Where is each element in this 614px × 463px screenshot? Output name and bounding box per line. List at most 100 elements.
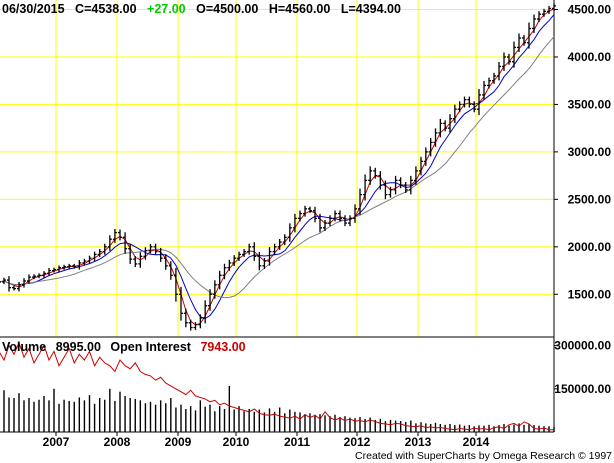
x-tick-label: 2010 [223,435,250,449]
price-tick-label: 1500.00 [568,287,612,301]
price-bar [487,77,491,89]
price-bar [67,263,72,269]
price-bar [17,281,21,292]
price-bar [323,219,327,231]
price-bar [128,243,133,264]
price-bar [502,52,506,71]
price-bars [0,3,556,331]
price-bar [419,156,423,176]
price-bar [333,210,337,222]
price-bar [82,258,87,266]
price-tick-label: 2500.00 [568,192,612,206]
price-bar [497,61,501,81]
price-bar [383,180,388,200]
credit-text: Created with SuperCharts by Omega Resear… [355,450,612,462]
price-bar [107,235,112,251]
price-bar [467,96,472,108]
volume-header: Volume 8995.00 Open Interest 7943.00 [2,340,246,354]
price-bar [32,274,36,280]
price-bar [388,186,393,198]
price-bar [148,244,153,254]
price-bar [482,80,486,100]
price-bar [198,314,203,329]
price-tick-label: 3500.00 [568,97,612,111]
price-bar [517,33,521,52]
header-open: O=4500.00 [196,2,258,16]
price-bar [413,166,418,185]
price-bar [522,34,526,46]
price-bar [477,88,481,116]
price-tick-label: 4000.00 [568,50,612,64]
price-bar [378,171,383,190]
price-bar [12,285,16,291]
price-bar [408,175,413,195]
price-bar [203,300,208,324]
volume-label: Volume [2,340,46,354]
ma-mid-line [0,14,555,320]
header-low: L=4394.00 [341,2,401,16]
price-bar [547,5,551,14]
price-bar [252,242,257,261]
price-bar [179,286,183,321]
volume-value: 8995.00 [56,340,101,354]
price-bar [173,267,178,302]
price-bar [208,289,212,311]
price-bar [313,206,317,223]
price-bar [72,263,77,269]
price-bar [123,232,128,254]
price-bar [77,260,82,270]
price-bar [277,238,282,250]
price-bar [403,182,408,193]
price-bar [62,264,67,270]
price-bar [212,280,217,299]
price-bar [92,251,97,262]
price-bar [153,243,158,255]
price-bar [158,247,163,262]
price-bar [232,255,237,267]
price-bar [168,261,173,280]
price-bar [398,177,403,189]
price-bar [368,166,373,185]
price-bar [532,14,536,33]
price-bar [338,210,342,222]
price-bar [308,206,312,213]
header-change: +27.00 [147,2,186,16]
price-bar [27,274,31,284]
price-bar [57,265,61,272]
price-bar [358,188,362,215]
price-bar [537,11,541,23]
price-bar [47,268,51,276]
price-bar [37,273,41,279]
price-bar [363,174,368,201]
header-close: C=4538.00 [75,2,137,16]
header-line: 06/30/2015 C=4538.00 +27.00 O=4500.00 H=… [2,2,401,16]
price-bar [97,249,102,257]
x-tick-label: 2008 [104,435,131,449]
x-tick-label: 2011 [284,435,310,449]
price-bar [188,319,193,331]
price-bar [262,257,267,269]
price-bar [328,215,332,227]
price-bar [257,251,262,271]
price-bar [42,271,46,278]
open-interest-series [0,341,554,431]
price-bar [348,215,352,227]
price-bar [428,137,433,157]
price-bar [512,41,516,68]
price-bar [22,278,26,288]
price-bar [183,308,188,328]
open-interest-label: Open Interest [110,340,191,354]
price-bar [112,228,117,243]
price-bar [492,72,496,84]
price-bar [433,128,438,147]
price-bar [542,8,546,17]
price-bar [282,234,287,246]
price-bar [193,322,198,331]
price-bar [163,254,168,270]
price-bar [452,104,457,124]
price-bar [247,243,252,255]
x-tick-label: 2012 [344,435,371,449]
price-bar [298,210,302,222]
price-bar [267,247,272,266]
